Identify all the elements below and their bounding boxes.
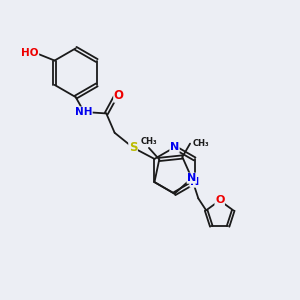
Text: N: N — [170, 142, 179, 152]
Text: N: N — [190, 177, 199, 187]
Text: CH₃: CH₃ — [192, 139, 209, 148]
Text: S: S — [129, 141, 137, 154]
Text: NH: NH — [75, 107, 92, 117]
Text: O: O — [114, 89, 124, 102]
Text: N: N — [187, 173, 196, 183]
Text: O: O — [215, 196, 224, 206]
Text: CH₃: CH₃ — [141, 136, 157, 146]
Text: HO: HO — [21, 47, 39, 58]
